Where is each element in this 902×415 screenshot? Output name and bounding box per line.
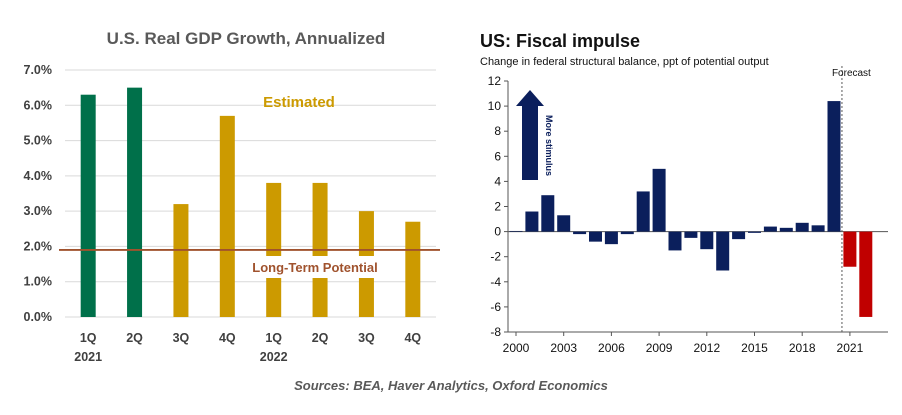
fiscal-bar [668, 231, 682, 251]
fiscal-bar [700, 231, 714, 250]
fiscal-xtick-label: 2012 [693, 341, 720, 355]
gdp-quarter-label: 3Q [358, 331, 375, 345]
long-term-potential-label: Long-Term Potential [252, 260, 377, 275]
fiscal-ytick-label: -8 [490, 325, 501, 339]
sources-note: Sources: BEA, Haver Analytics, Oxford Ec… [294, 378, 608, 393]
fiscal-xtick-label: 2018 [789, 341, 816, 355]
fiscal-bar [779, 227, 793, 232]
fiscal-bar [732, 231, 746, 240]
estimated-annotation: Estimated [263, 94, 335, 111]
gdp-year-label: 2022 [260, 350, 288, 364]
fiscal-bar [716, 231, 730, 271]
fiscal-bar [652, 168, 666, 232]
fiscal-bar [573, 231, 587, 235]
fiscal-ytick-label: 8 [494, 124, 501, 138]
fiscal-bar [557, 215, 571, 232]
fiscal-bar [636, 191, 650, 232]
gdp-bar [80, 94, 96, 317]
fiscal-ytick-label: 0 [494, 225, 501, 239]
fiscal-chart-title: US: Fiscal impulse [480, 31, 640, 51]
fiscal-ytick-label: -2 [490, 250, 501, 264]
fiscal-xtick-label: 2021 [837, 341, 864, 355]
gdp-ytick-label: 5.0% [24, 134, 53, 148]
fiscal-bar [843, 231, 857, 267]
gdp-quarter-label: 2Q [126, 331, 143, 345]
fiscal-bar [541, 195, 555, 232]
gdp-ytick-label: 6.0% [24, 98, 53, 112]
gdp-bar [173, 204, 189, 317]
gdp-bar [405, 221, 421, 317]
gdp-ytick-label: 0.0% [24, 310, 53, 324]
gdp-quarter-label: 2Q [312, 331, 329, 345]
gdp-ytick-label: 4.0% [24, 169, 53, 183]
gdp-ytick-label: 1.0% [24, 275, 53, 289]
gdp-ytick-label: 7.0% [24, 63, 53, 77]
gdp-bar [127, 87, 143, 318]
fiscal-xtick-label: 2003 [550, 341, 577, 355]
fiscal-xtick-label: 2009 [646, 341, 673, 355]
gdp-chart-title: U.S. Real GDP Growth, Annualized [107, 29, 386, 48]
fiscal-bar [795, 222, 809, 232]
stimulus-arrow-label: More stimulus [544, 115, 554, 176]
fiscal-bar [811, 225, 825, 232]
fiscal-bar [684, 231, 698, 238]
fiscal-ytick-label: 2 [494, 200, 501, 214]
gdp-growth-chart: U.S. Real GDP Growth, Annualized 0.0% 1.0… [24, 29, 440, 364]
fiscal-ytick-label: 10 [488, 99, 502, 113]
fiscal-xtick-label: 2006 [598, 341, 625, 355]
fiscal-bar [589, 231, 602, 242]
gdp-bar [219, 115, 235, 317]
gdp-quarter-label: 4Q [219, 331, 236, 345]
fiscal-bar [748, 231, 761, 233]
gdp-quarter-label: 4Q [404, 331, 421, 345]
fiscal-ytick-label: -4 [490, 275, 501, 289]
fiscal-bar [604, 231, 618, 245]
reference-label-bg [248, 256, 382, 278]
fiscal-chart-subtitle: Change in federal structural balance, pp… [480, 56, 769, 68]
gdp-quarter-label: 1Q [80, 331, 97, 345]
fiscal-ytick-label: 6 [494, 149, 501, 163]
fiscal-bar [509, 230, 523, 232]
fiscal-bar [620, 231, 634, 235]
fiscal-xtick-label: 2000 [503, 341, 530, 355]
fiscal-xtick-label: 2015 [741, 341, 768, 355]
gdp-quarter-label: 1Q [265, 331, 282, 345]
gdp-quarter-label: 3Q [173, 331, 190, 345]
fiscal-bar [763, 226, 777, 232]
fiscal-impulse-chart: US: Fiscal impulse Change in federal str… [480, 31, 888, 355]
forecast-label: Forecast [832, 68, 871, 79]
fiscal-ytick-label: -6 [490, 300, 501, 314]
fiscal-bar [525, 211, 539, 232]
stimulus-arrow-icon [516, 90, 544, 180]
fiscal-bar [859, 231, 873, 317]
fiscal-bar [827, 101, 841, 232]
gdp-ytick-label: 3.0% [24, 204, 53, 218]
gdp-year-label: 2021 [74, 350, 102, 364]
gdp-ytick-label: 2.0% [24, 239, 53, 253]
fiscal-ytick-label: 4 [494, 174, 501, 188]
fiscal-ytick-label: 12 [488, 74, 502, 88]
